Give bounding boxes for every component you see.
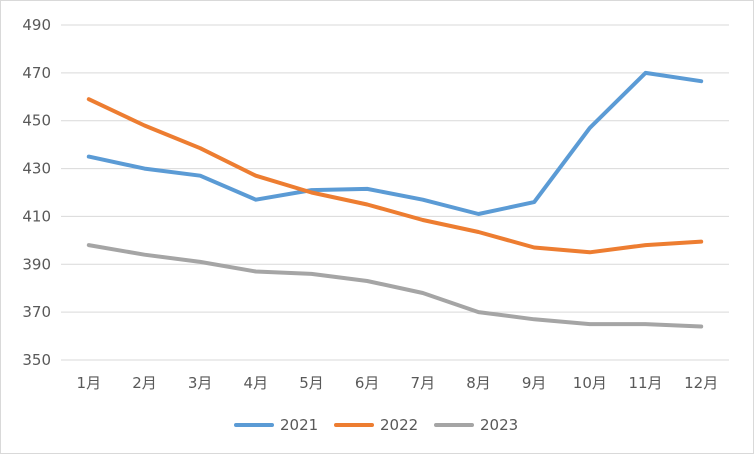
y-tick-label: 350 bbox=[22, 351, 51, 369]
y-tick-label: 410 bbox=[22, 207, 51, 225]
y-tick-label: 490 bbox=[22, 16, 51, 34]
series-line-2023 bbox=[86, 243, 704, 329]
y-axis-ticks: 350 370 390 410 430 450 470 490 bbox=[22, 16, 51, 369]
series-line-2021 bbox=[86, 70, 704, 216]
y-tick-label: 450 bbox=[22, 112, 51, 130]
x-tick-label: 6月 bbox=[355, 374, 380, 392]
x-tick-label: 3月 bbox=[188, 374, 213, 392]
grid-lines bbox=[61, 24, 729, 361]
x-tick-label: 9月 bbox=[522, 374, 547, 392]
y-tick-label: 370 bbox=[22, 303, 51, 321]
x-tick-label: 12月 bbox=[684, 374, 718, 392]
legend-label-2021: 2021 bbox=[280, 416, 318, 434]
y-tick-label: 470 bbox=[22, 64, 51, 82]
x-tick-label: 8月 bbox=[466, 374, 491, 392]
x-tick-label: 10月 bbox=[573, 374, 607, 392]
series-lines bbox=[86, 70, 704, 329]
y-tick-label: 390 bbox=[22, 255, 51, 273]
legend-label-2023: 2023 bbox=[480, 416, 518, 434]
legend: 2021 2022 2023 bbox=[234, 416, 518, 434]
x-tick-label: 5月 bbox=[299, 374, 324, 392]
x-tick-label: 11月 bbox=[628, 374, 662, 392]
x-tick-label: 4月 bbox=[244, 374, 269, 392]
x-tick-label: 2月 bbox=[132, 374, 157, 392]
x-tick-label: 1月 bbox=[77, 374, 102, 392]
y-tick-label: 430 bbox=[22, 160, 51, 178]
series-line-2022 bbox=[86, 97, 704, 255]
x-tick-label: 7月 bbox=[411, 374, 436, 392]
x-axis-ticks: 1月 2月 3月 4月 5月 6月 7月 8月 9月 10月 11月 12月 bbox=[77, 374, 719, 392]
legend-label-2022: 2022 bbox=[380, 416, 418, 434]
